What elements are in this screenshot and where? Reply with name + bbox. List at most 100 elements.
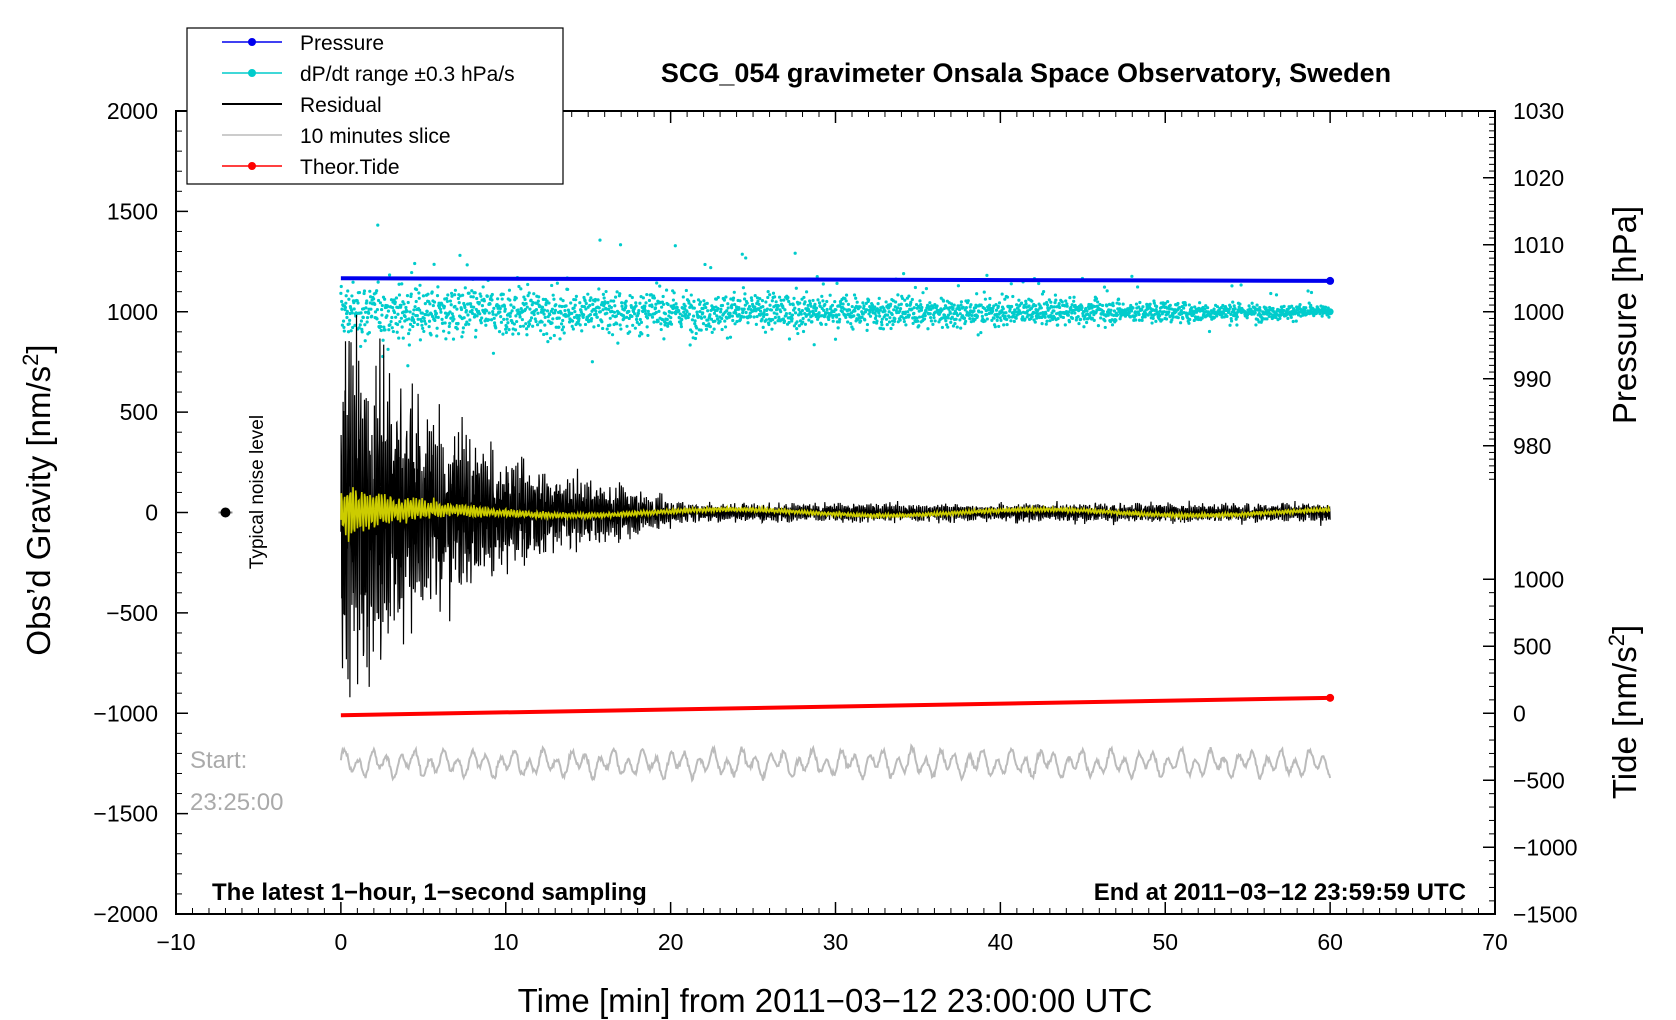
dpdt-point	[790, 319, 794, 323]
dpdt-point	[431, 303, 435, 308]
dpdt-point	[511, 332, 515, 336]
dpdt-point	[497, 330, 502, 334]
pressure-series-line	[340, 276, 1331, 283]
dpdt-point	[407, 331, 411, 336]
dpdt-point	[1010, 304, 1014, 309]
dpdt-point	[432, 300, 437, 304]
dpdt-point	[1136, 285, 1140, 289]
dpdt-point	[625, 324, 629, 328]
dpdt-point	[378, 301, 383, 305]
dpdt-point	[637, 322, 641, 326]
dpdt-point	[435, 293, 440, 298]
dpdt-point	[773, 295, 777, 299]
dpdt-point	[1070, 311, 1074, 315]
dpdt-point	[633, 312, 637, 316]
dpdt-point	[926, 327, 930, 331]
dpdt-point	[613, 295, 618, 299]
dpdt-point	[1105, 289, 1109, 293]
dpdt-point	[917, 315, 922, 319]
dpdt-point	[1204, 304, 1208, 308]
dpdt-point	[813, 302, 817, 306]
dpdt-point	[904, 323, 908, 327]
dpdt-point	[737, 306, 741, 310]
dpdt-point	[806, 307, 811, 312]
dpdt-point	[768, 303, 772, 307]
dpdt-point	[907, 313, 911, 317]
dpdt-point	[825, 299, 829, 304]
dpdt-point	[386, 309, 391, 313]
dpdt-point	[878, 314, 882, 318]
dpdt-point	[783, 308, 787, 312]
dpdt-point	[1102, 285, 1107, 289]
dpdt-point	[356, 301, 360, 305]
dpdt-point	[546, 340, 550, 344]
dpdt-point	[862, 306, 866, 310]
dpdt-point	[430, 314, 435, 319]
dpdt-point	[561, 299, 565, 303]
dpdt-point	[1318, 312, 1322, 316]
dpdt-point	[453, 288, 457, 292]
dpdt-point	[462, 316, 466, 320]
dpdt-point	[570, 319, 575, 323]
dpdt-point	[351, 280, 355, 284]
dpdt-point	[701, 322, 706, 326]
dpdt-point	[561, 325, 566, 329]
dpdt-point	[955, 325, 959, 329]
dpdt-point	[808, 301, 812, 306]
dpdt-point	[814, 306, 819, 310]
dpdt-point	[999, 318, 1003, 323]
dpdt-point	[1279, 313, 1283, 317]
dpdt-point	[435, 326, 439, 330]
dpdt-point	[716, 306, 720, 311]
dpdt-point	[754, 322, 758, 326]
dpdt-point	[968, 316, 972, 321]
dpdt-point	[494, 313, 498, 317]
dpdt-point	[749, 296, 754, 300]
dpdt-point	[679, 322, 683, 326]
dpdt-point	[392, 310, 397, 315]
dpdt-point	[820, 294, 824, 298]
dpdt-point	[806, 303, 810, 308]
dpdt-point	[895, 306, 900, 310]
x-axis-ticks: −10 0 10 20 30 40 50 60 70	[156, 111, 1508, 955]
dpdt-point	[1258, 308, 1262, 312]
dpdt-point	[725, 309, 729, 313]
dpdt-point	[620, 301, 624, 305]
dpdt-point	[917, 324, 921, 328]
dpdt-point	[887, 320, 892, 324]
dpdt-point	[594, 312, 598, 316]
dpdt-point	[743, 292, 747, 296]
dpdt-point	[798, 301, 802, 305]
dpdt-point	[1067, 310, 1071, 314]
dpdt-point	[375, 289, 379, 293]
dpdt-point	[1073, 303, 1077, 308]
dpdt-point	[1193, 305, 1197, 309]
legend-marker	[248, 38, 256, 46]
dpdt-point	[561, 318, 565, 323]
dpdt-point	[898, 307, 903, 311]
dpdt-point	[446, 293, 450, 297]
dpdt-point	[865, 308, 869, 312]
dpdt-point	[1045, 300, 1049, 305]
dpdt-point	[429, 333, 433, 337]
dpdt-point	[540, 305, 545, 309]
dpdt-point	[683, 312, 688, 317]
dpdt-point	[590, 360, 594, 364]
dpdt-point	[940, 308, 944, 312]
dpdt-point	[1042, 302, 1046, 306]
dpdt-point	[1103, 319, 1107, 323]
dpdt-point	[554, 303, 558, 307]
dpdt-point	[1017, 298, 1021, 302]
dpdt-point	[809, 304, 813, 308]
dpdt-point	[763, 330, 768, 334]
dpdt-point	[432, 262, 436, 266]
dpdt-point	[983, 297, 988, 301]
dpdt-point	[408, 328, 412, 332]
dpdt-point	[610, 333, 615, 337]
dpdt-point	[781, 306, 785, 310]
dpdt-point	[1138, 300, 1142, 305]
pressure-axis-ticks: 980 990 1000 1010 1020 1030	[1483, 98, 1564, 480]
dpdt-point	[695, 326, 699, 330]
dpdt-point	[728, 335, 733, 339]
dpdt-point	[618, 243, 623, 247]
